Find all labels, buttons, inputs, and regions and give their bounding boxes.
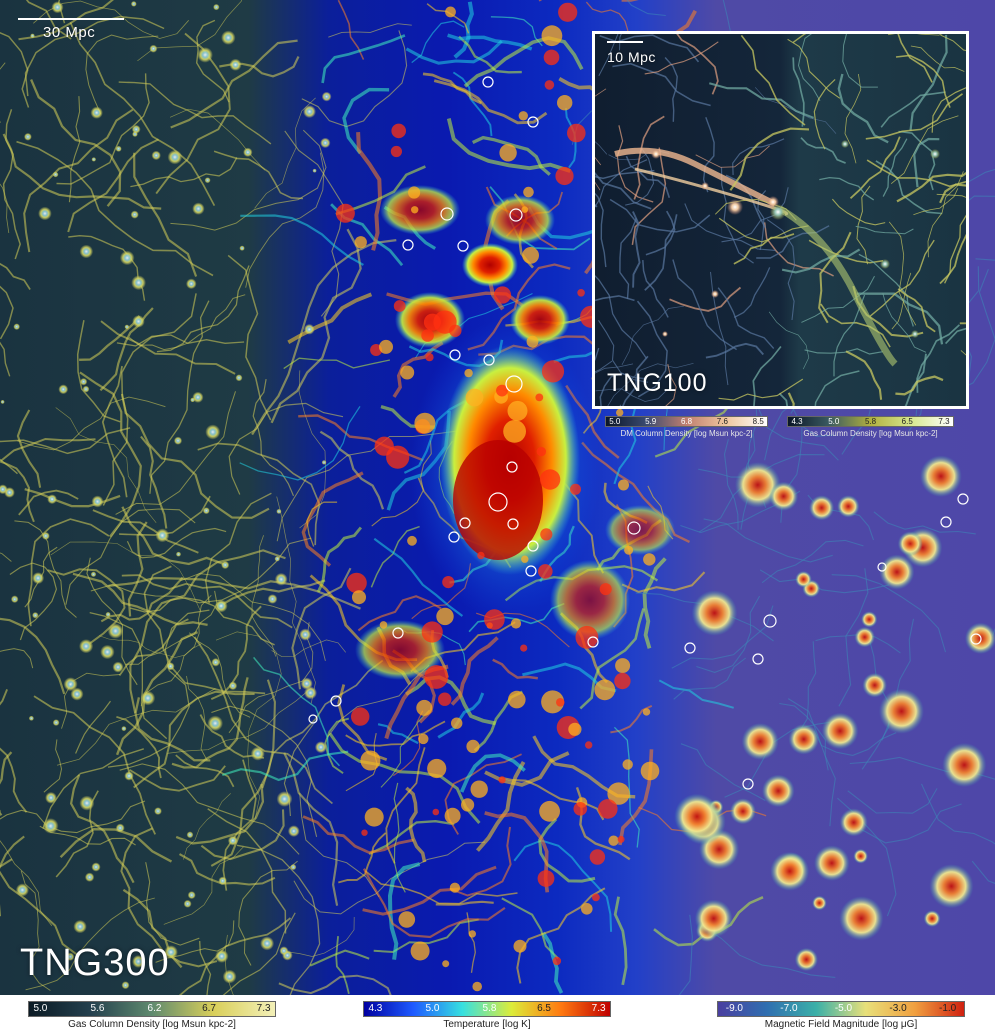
colorbar-temperature-tick: 7.3: [591, 1003, 606, 1014]
colorbar-temperature-tick: 5.8: [482, 1003, 497, 1014]
inset-colorbar-dm-tick: 5.9: [645, 417, 657, 426]
inset-colorbar-dm-tick: 5.0: [609, 417, 621, 426]
inset-colorbar-gas-tick: 5.8: [864, 417, 877, 426]
inset-colorbar-gas-tick: 6.5: [901, 417, 913, 426]
inset-colorbar-gas-tick: 7.3: [938, 417, 950, 426]
inset-colorbar-dm-label: DM Column Density [log Msun kpc-2]: [620, 429, 753, 438]
colorbar-temperature-tick: 5.0: [425, 1003, 440, 1014]
inset-simulation-label: TNG100: [607, 369, 708, 397]
colorbar-temperature-gradient: [363, 1001, 611, 1017]
colorbar-gas-density-tick: 6.2: [147, 1003, 162, 1014]
inset-colorbar-dm-tick: 8.5: [752, 417, 764, 426]
inset-scalebar-label: 10 Mpc: [607, 49, 656, 65]
inset-colorbar-gas: 4.3 5.0 5.8 6.5 7.3 Gas Column Density […: [787, 416, 954, 438]
colorbar-gas-density-tick: 5.0: [33, 1003, 48, 1014]
main-scalebar-line: [18, 18, 124, 20]
colorbar-gas-density-tick: 7.3: [256, 1003, 271, 1014]
colorbar-magnetic-field-gradient: [717, 1001, 965, 1017]
inset-panel: 10 Mpc TNG100: [592, 31, 969, 409]
colorbar-magnetic-field-tick: -3.0: [889, 1003, 907, 1014]
colorbar-magnetic-field-label: Magnetic Field Magnitude [log μG]: [764, 1019, 918, 1030]
colorbar-gas-density: 5.0 5.6 6.2 6.7 7.3 Gas Column Density […: [28, 1001, 276, 1033]
simulation-panel: 30 Mpc TNG300: [0, 0, 995, 995]
colorbar-gas-density-gradient: [28, 1001, 276, 1017]
colorbar-magnetic-field-tick: -1.0: [939, 1003, 957, 1014]
inset-colorbar-dm-gradient: [605, 416, 768, 427]
inset-scalebar-line: [607, 41, 643, 43]
inset-colorbar-gas-tick: 5.0: [828, 417, 840, 426]
colorbar-temperature: 4.3 5.0 5.8 6.5 7.3 Temperature [log K]: [363, 1001, 611, 1033]
inset-image: [595, 34, 966, 406]
main-simulation-label: TNG300: [20, 942, 170, 984]
colorbar-magnetic-field-tick: -9.0: [725, 1003, 743, 1014]
colorbar-magnetic-field-tick: -5.0: [834, 1003, 853, 1014]
colorbar-magnetic-field: -9.0 -7.0 -5.0 -3.0 -1.0 Magnetic Field …: [717, 1001, 965, 1033]
inset-colorbar-dm-tick: 7.6: [716, 417, 728, 426]
colorbar-gas-density-tick: 5.6: [90, 1003, 105, 1014]
colorbar-temperature-tick: 4.3: [368, 1003, 383, 1014]
colorbar-magnetic-field-tick: -7.0: [780, 1003, 798, 1014]
inset-colorbar-dm-tick: 6.8: [680, 417, 693, 426]
inset-colorbar-gas-gradient: [787, 416, 954, 427]
inset-colorbar-gas-label: Gas Column Density [log Msun kpc-2]: [803, 429, 938, 438]
main-scalebar-label: 30 Mpc: [43, 24, 96, 41]
colorbar-gas-density-tick: 6.7: [202, 1003, 216, 1014]
colorbar-gas-density-label: Gas Column Density [log Msun kpc-2]: [68, 1019, 236, 1030]
colorbar-temperature-tick: 6.5: [537, 1003, 551, 1014]
inset-colorbar-dm: 5.0 5.9 6.8 7.6 8.5 DM Column Density [l…: [605, 416, 768, 438]
inset-colorbar-gas-tick: 4.3: [791, 417, 803, 426]
colorbar-temperature-label: Temperature [log K]: [443, 1019, 531, 1030]
